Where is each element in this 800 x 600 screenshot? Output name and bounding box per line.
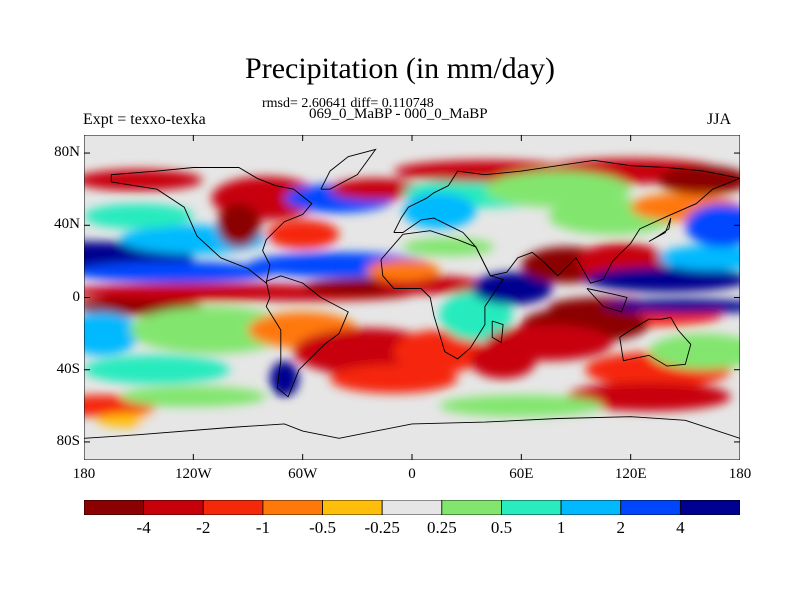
precip-anomaly-region (366, 259, 440, 282)
colorbar-label: 0.5 (490, 518, 513, 537)
colorbar-box (262, 500, 323, 515)
precip-anomaly-region (648, 333, 740, 370)
precip-anomaly-region (484, 171, 631, 208)
precip-anomaly-region (472, 272, 553, 305)
lon-tick-label: 180 (728, 466, 752, 482)
precip-anomaly-region (84, 355, 230, 385)
colorbar-label: -4 (136, 518, 151, 537)
precip-anomaly-region (330, 178, 422, 200)
precip-anomaly-region (603, 299, 740, 314)
colorbar-label: -0.25 (364, 518, 400, 537)
precipitation-field (84, 158, 740, 439)
colorbar-box (322, 500, 383, 515)
precip-anomaly-region (402, 237, 494, 256)
coastline (110, 167, 313, 284)
lon-tick-label: 60E (509, 466, 534, 482)
precip-anomaly-region (84, 203, 194, 229)
coastline (648, 217, 672, 242)
lon-tick-label: 0 (408, 466, 416, 482)
precip-anomaly-region (269, 360, 299, 397)
precip-anomaly-region (685, 203, 740, 247)
colorbar-label: -0.5 (309, 518, 336, 537)
coastline (619, 316, 692, 367)
precip-anomaly-region (138, 409, 358, 439)
coastline (380, 230, 504, 360)
colorbar-box (560, 500, 622, 515)
lat-tick-label: 40N (54, 216, 80, 233)
precip-anomaly-region (84, 261, 276, 283)
coastline (84, 416, 740, 439)
precip-anomaly-region (84, 311, 139, 356)
precip-anomaly-region (439, 395, 604, 417)
colorbar-box (679, 500, 740, 515)
axis-ticks (84, 135, 740, 460)
precip-anomaly-region (585, 266, 740, 292)
precip-anomaly-region (393, 330, 485, 374)
coastlines (84, 148, 740, 439)
precip-anomaly-region (129, 306, 294, 354)
lat-tick-label: 80S (56, 432, 80, 449)
lat-tick-label: 0 (72, 288, 81, 305)
coastline (586, 288, 628, 313)
plot-title: Precipitation (in mm/day) (245, 52, 555, 85)
colorbar (84, 500, 740, 515)
precip-anomaly-region (566, 382, 731, 412)
colorbar-label: 4 (676, 518, 685, 537)
lon-tick-label: 60W (288, 466, 318, 482)
precipitation-map (84, 135, 740, 460)
precip-anomaly-region (658, 245, 740, 271)
coastline (265, 275, 349, 398)
colorbar-label: 2 (616, 518, 625, 537)
colorbar-box (620, 500, 681, 515)
colorbar-box (84, 500, 145, 515)
precip-anomaly-region (120, 386, 267, 408)
precip-anomaly-region (217, 203, 261, 247)
colorbar-box (441, 500, 502, 515)
colorbar-label: 1 (556, 518, 566, 537)
colorbar-box (202, 500, 264, 515)
lon-tick-label: 180 (72, 466, 96, 482)
precip-anomaly-region (484, 324, 613, 361)
lon-tick-label: 120E (614, 466, 647, 482)
precip-anomaly-region (266, 219, 340, 249)
runs-text: 069_0_MaBP - 000_0_MaBP (309, 106, 488, 122)
lat-tick-label: 80N (54, 144, 80, 161)
experiment-label: Expt = texxo-texka (83, 111, 206, 128)
stats-text: rmsd= 2.60641 diff= 0.110748 (262, 96, 434, 111)
colorbar-label: 0.25 (426, 518, 457, 537)
lat-tick-label: 40S (56, 360, 80, 377)
coastline (491, 320, 504, 344)
precip-anomaly-region (402, 192, 476, 229)
coastline (320, 148, 377, 190)
lon-tick-label: 120W (174, 466, 212, 482)
colorbar-box (381, 500, 443, 515)
season-label: JJA (707, 111, 732, 128)
colorbar-label: -1 (255, 518, 270, 537)
colorbar-label: -2 (196, 518, 211, 537)
colorbar-box (501, 500, 562, 515)
colorbar-box (143, 500, 204, 515)
precip-anomaly-region (658, 165, 740, 195)
